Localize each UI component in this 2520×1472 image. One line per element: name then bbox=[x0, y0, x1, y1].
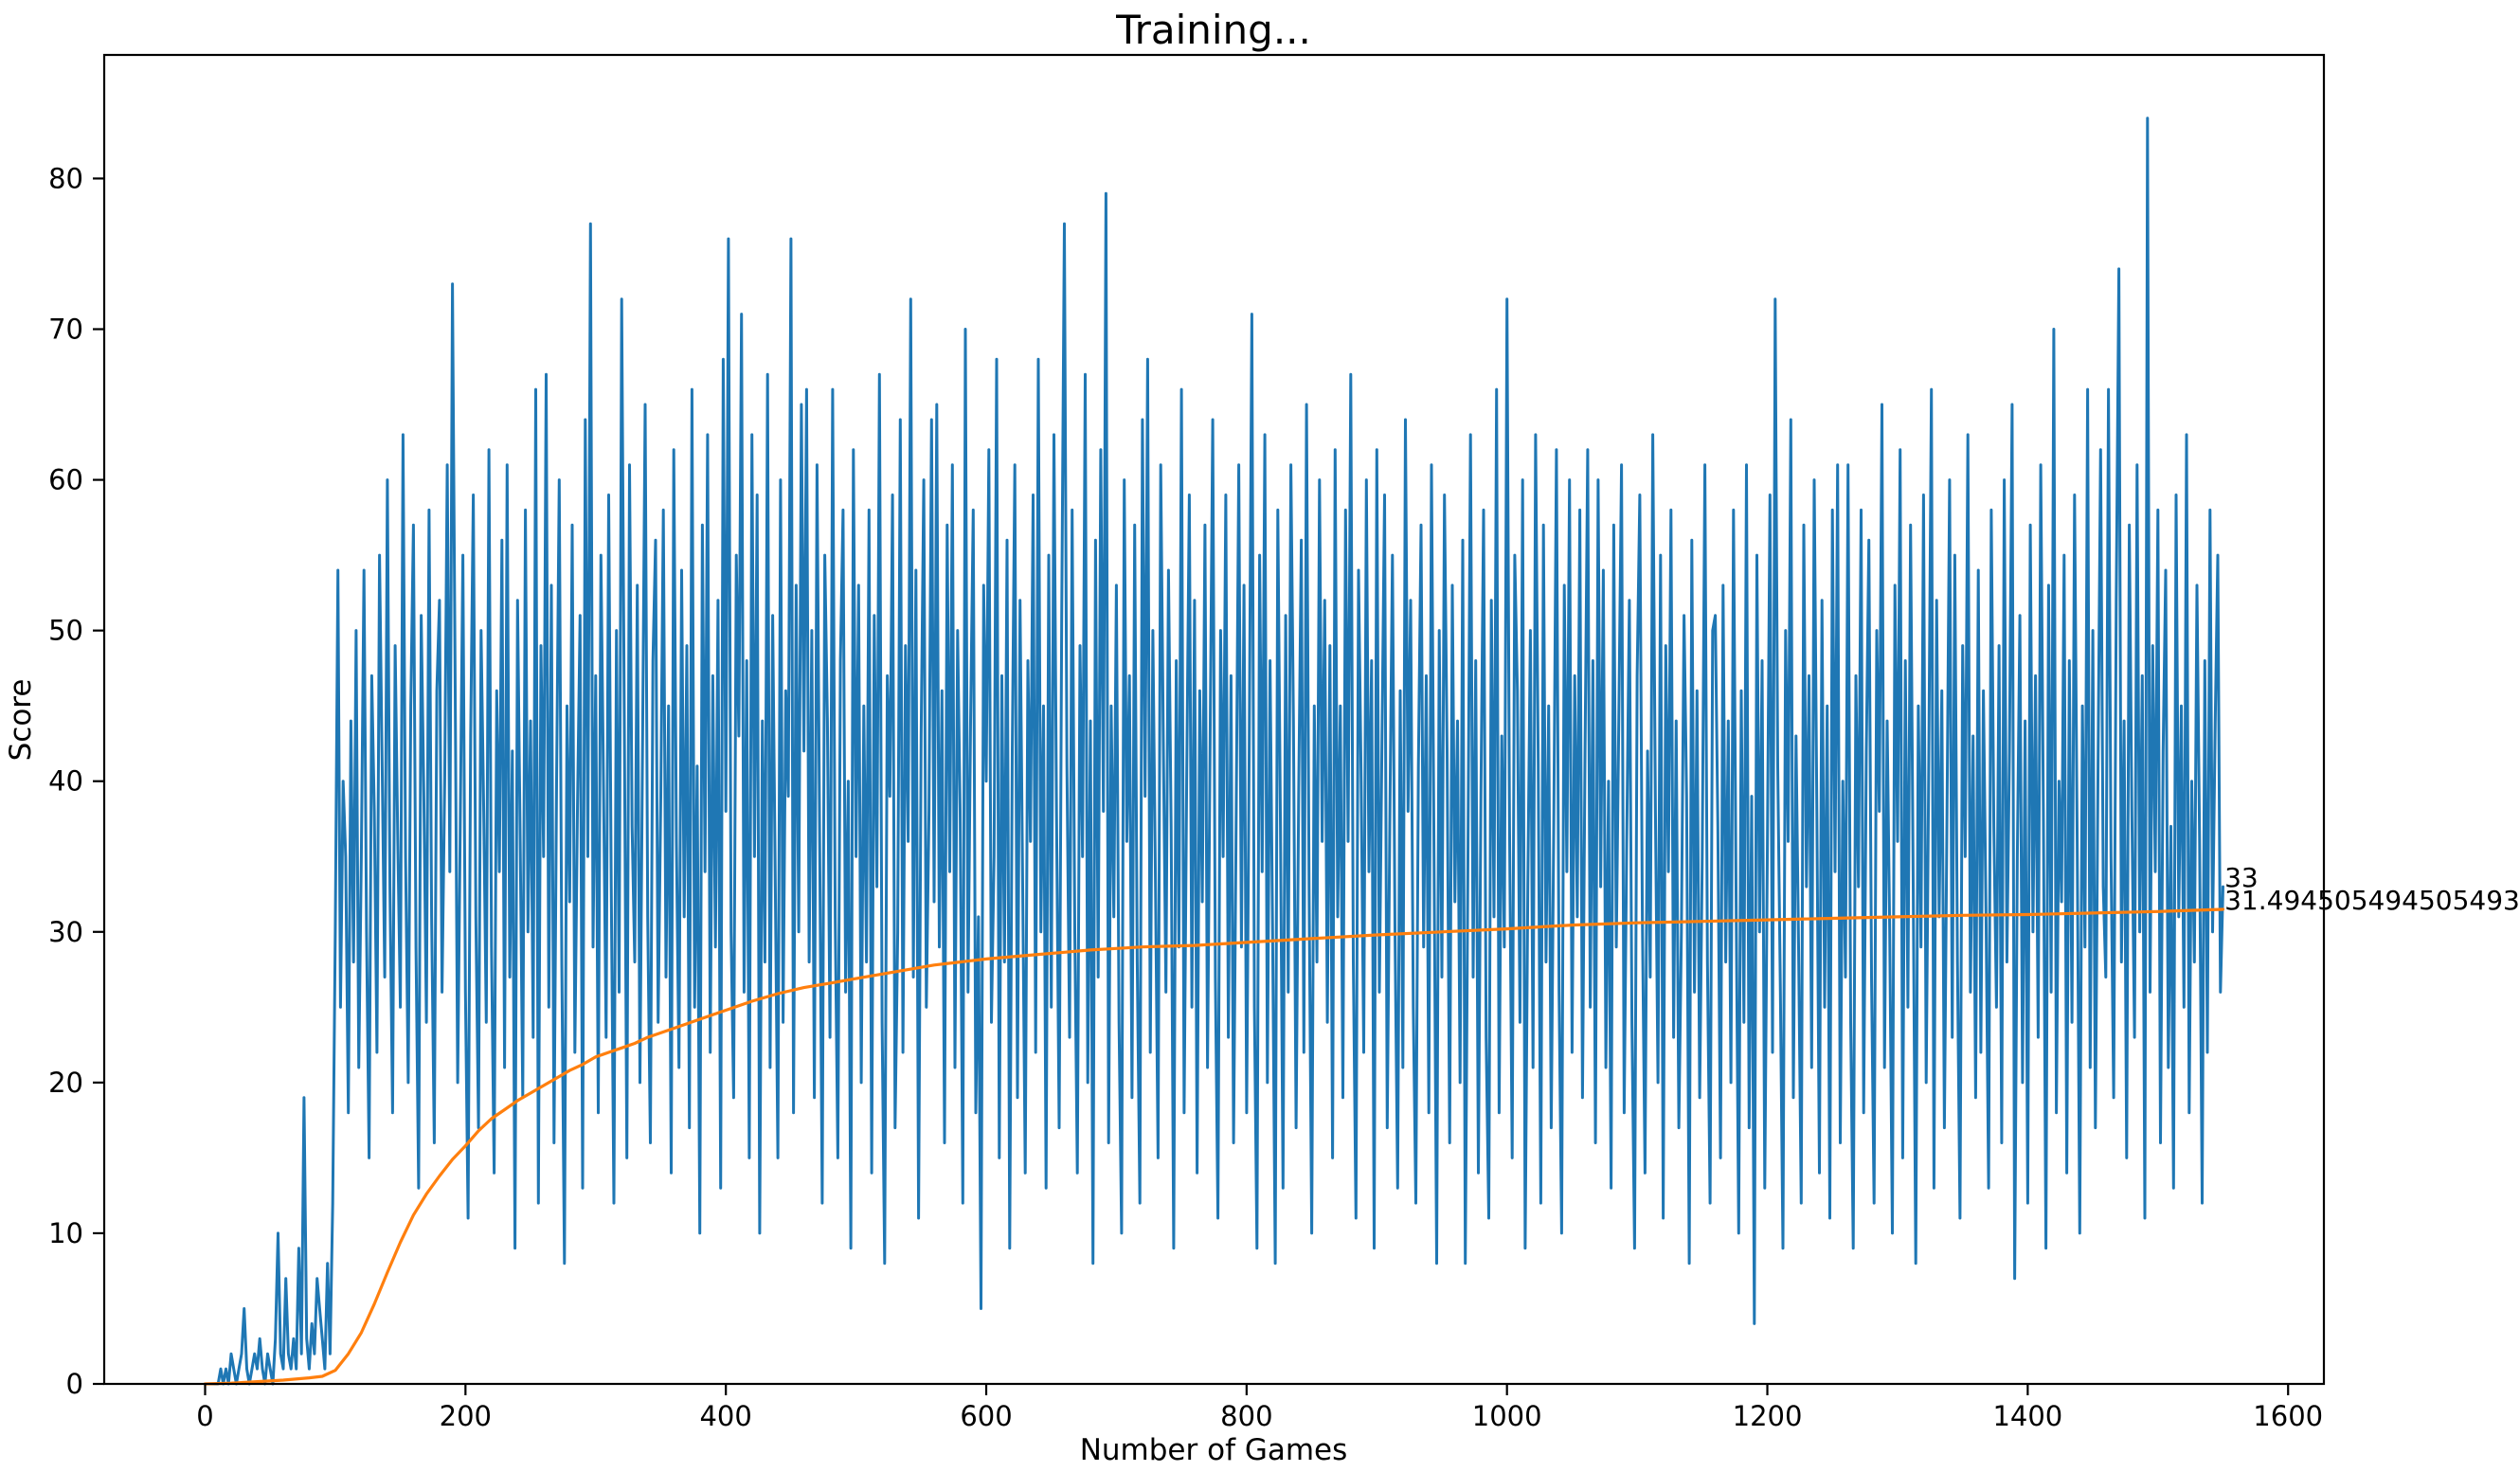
x-tick-label: 800 bbox=[1220, 1400, 1272, 1432]
y-tick-label: 0 bbox=[66, 1368, 83, 1400]
y-tick-label: 10 bbox=[48, 1217, 83, 1249]
y-tick-label: 40 bbox=[48, 765, 83, 798]
x-tick-label: 1600 bbox=[2253, 1400, 2323, 1432]
x-tick-label: 1000 bbox=[1472, 1400, 1542, 1432]
x-tick-label: 1200 bbox=[1733, 1400, 1803, 1432]
x-tick-label: 600 bbox=[960, 1400, 1012, 1432]
y-tick-label: 50 bbox=[48, 615, 83, 647]
annotation-last-score: 33 bbox=[2224, 862, 2259, 893]
y-tick-label: 30 bbox=[48, 916, 83, 948]
y-tick-label: 70 bbox=[48, 314, 83, 346]
x-tick-label: 1400 bbox=[1992, 1400, 2062, 1432]
x-tick-label: 0 bbox=[196, 1400, 213, 1432]
scores-line bbox=[204, 117, 2224, 1386]
series-layer bbox=[203, 117, 2225, 1386]
y-tick-label: 20 bbox=[48, 1067, 83, 1099]
mean-line bbox=[203, 907, 2225, 1386]
y-tick-label: 80 bbox=[48, 162, 83, 194]
chart-title: Training... bbox=[1115, 7, 1311, 53]
x-tick-label: 400 bbox=[699, 1400, 751, 1432]
annotation-last-mean: 31.494505494505493 bbox=[2224, 885, 2520, 916]
y-tick-label: 60 bbox=[48, 464, 83, 496]
axes-layer: 0 200 400 600 800 1000 1200 1400 1600 0 10 20 30 40 50… bbox=[48, 53, 2326, 1432]
y-axis-label: Score bbox=[4, 679, 38, 762]
x-axis-label: Number of Games bbox=[1080, 1433, 1348, 1467]
axes-spines bbox=[102, 53, 2326, 1386]
x-tick-label: 200 bbox=[440, 1400, 492, 1432]
